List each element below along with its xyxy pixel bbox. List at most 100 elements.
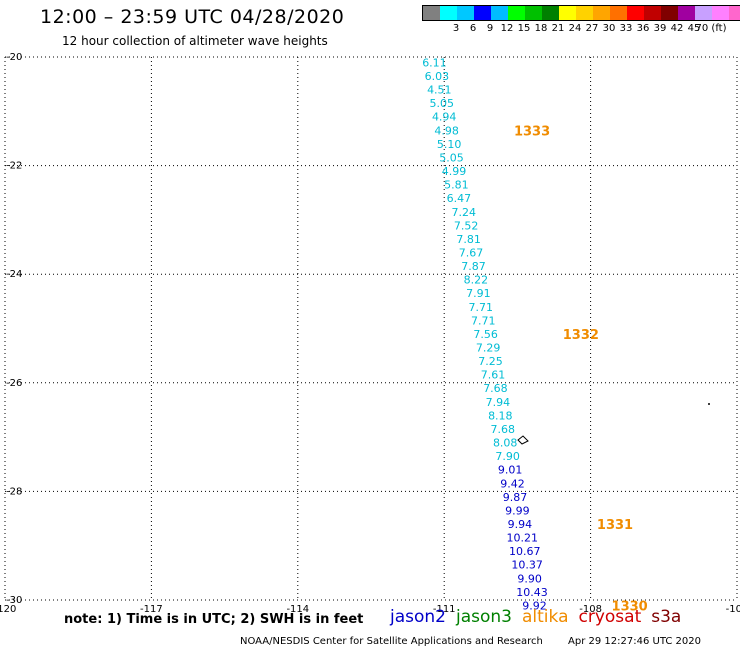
legend-swatch bbox=[576, 6, 593, 20]
legend-swatch bbox=[678, 6, 695, 20]
wave-height-value: 5.10 bbox=[437, 138, 462, 151]
y-tick-label: -26 bbox=[6, 378, 22, 389]
wave-height-value: 7.61 bbox=[481, 369, 506, 382]
legend-label: 12 bbox=[500, 23, 514, 34]
wave-height-value: 9.90 bbox=[517, 572, 542, 585]
wave-height-value: 9.01 bbox=[498, 464, 523, 477]
legend-label: 30 bbox=[602, 23, 616, 34]
map-extras bbox=[517, 403, 710, 445]
legend-swatch bbox=[661, 6, 678, 20]
y-tick-label: -24 bbox=[6, 269, 22, 280]
pass-number-label: 1331 bbox=[597, 518, 633, 533]
legend-swatch bbox=[627, 6, 644, 20]
wave-height-value: 8.18 bbox=[488, 409, 513, 422]
legend-label: 33 bbox=[619, 23, 633, 34]
legend-swatch bbox=[610, 6, 627, 20]
wave-height-value: 4.98 bbox=[434, 124, 459, 137]
wave-height-value: 7.87 bbox=[461, 260, 486, 273]
wave-height-value: 7.68 bbox=[483, 382, 508, 395]
wave-height-value: 7.25 bbox=[478, 355, 503, 368]
satellite-label-jason3: jason3 bbox=[456, 607, 512, 627]
legend-label: 15 bbox=[517, 23, 531, 34]
legend-swatch bbox=[542, 6, 559, 20]
wave-height-value: 7.56 bbox=[473, 328, 498, 341]
wave-height-value: 9.94 bbox=[508, 518, 533, 531]
wave-height-value: 5.05 bbox=[439, 151, 464, 164]
legend-swatch bbox=[644, 6, 661, 20]
legend-label: 18 bbox=[534, 23, 548, 34]
wave-height-value: 7.91 bbox=[466, 287, 491, 300]
x-tick-label: -111 bbox=[433, 604, 456, 615]
y-tick-label: -28 bbox=[6, 486, 22, 497]
x-tick-label: -120 bbox=[0, 604, 16, 615]
legend-label: 45 bbox=[687, 23, 701, 34]
legend-label: 39 bbox=[653, 23, 667, 34]
wave-height-value: 7.24 bbox=[451, 206, 476, 219]
map-footer: NOAA/NESDIS Center for Satellite Applica… bbox=[240, 636, 701, 647]
legend-swatch bbox=[457, 6, 474, 20]
satellite-label-s3a: s3a bbox=[651, 607, 682, 627]
legend-swatch bbox=[508, 6, 525, 20]
satellite-label-jason2: jason2 bbox=[390, 607, 446, 627]
map-title: 12:00 – 23:59 UTC 04/28/2020 bbox=[40, 6, 345, 28]
x-tick-label: -108 bbox=[579, 604, 602, 615]
legend-swatches bbox=[422, 5, 740, 21]
wave-height-value: 8.08 bbox=[493, 437, 518, 450]
wave-height-value: 9.42 bbox=[500, 477, 525, 490]
pass-labels: 1333 1332 1331 1330 bbox=[514, 124, 648, 614]
x-tick-label: -105 bbox=[726, 604, 740, 615]
wave-height-value: 10.67 bbox=[509, 545, 541, 558]
wave-height-value: 9.87 bbox=[503, 491, 528, 504]
map-ticks: -120 -117 -114 -111 -108 -105 -20 -22 -24 -26 -28 -… bbox=[0, 52, 740, 615]
wave-height-value: 8.22 bbox=[464, 274, 489, 287]
color-scale-legend: 3 6 9 12 15 18 21 24 27 30 33 36 39 42 45 70 (ft) bbox=[422, 5, 740, 35]
legend-labels: 3 6 9 12 15 18 21 24 27 30 33 36 39 42 45 70 (ft) bbox=[422, 21, 740, 35]
wave-height-value: 5.81 bbox=[444, 179, 469, 192]
wave-height-values: 6.116.034.515.054.944.985.105.054.995.81… bbox=[422, 56, 548, 612]
wave-height-value: 10.43 bbox=[516, 586, 548, 599]
wave-height-value: 9.99 bbox=[505, 504, 530, 517]
footer-timestamp: Apr 29 12:27:46 UTC 2020 bbox=[568, 636, 701, 647]
x-tick-label: -117 bbox=[140, 604, 163, 615]
map-note: note: 1) Time is in UTC; 2) SWH is in fe… bbox=[64, 612, 364, 627]
legend-swatch bbox=[474, 6, 491, 20]
wave-height-value: 7.94 bbox=[486, 396, 511, 409]
island-marker bbox=[517, 435, 529, 445]
legend-swatch bbox=[593, 6, 610, 20]
map-grid bbox=[4, 56, 738, 601]
legend-swatch bbox=[423, 6, 440, 20]
wave-height-value: 7.71 bbox=[469, 301, 494, 314]
satellite-label-cryosat: cryosat bbox=[578, 607, 642, 627]
legend-label: 42 bbox=[670, 23, 684, 34]
wave-height-value: 4.51 bbox=[427, 84, 452, 97]
wave-height-value: 7.81 bbox=[456, 233, 481, 246]
legend-label: 9 bbox=[486, 23, 494, 34]
legend-label: 3 bbox=[452, 23, 460, 34]
wave-height-value: 5.05 bbox=[430, 97, 455, 110]
wave-height-value: 6.47 bbox=[447, 192, 472, 205]
island-dot bbox=[708, 403, 710, 405]
legend-swatch bbox=[695, 6, 712, 20]
legend-swatch bbox=[729, 6, 740, 20]
wave-height-value: 7.68 bbox=[491, 423, 516, 436]
legend-label: 24 bbox=[568, 23, 582, 34]
wave-height-value: 9.92 bbox=[522, 599, 547, 612]
legend-label: 6 bbox=[469, 23, 477, 34]
satellite-label-altika: altika bbox=[522, 607, 569, 627]
legend-label: 21 bbox=[551, 23, 565, 34]
wave-height-value: 7.29 bbox=[476, 342, 501, 355]
wave-height-value: 4.94 bbox=[432, 111, 457, 124]
pass-number-label: 1330 bbox=[612, 599, 648, 614]
y-tick-label: -20 bbox=[6, 52, 22, 63]
legend-label: 70 (ft) bbox=[695, 23, 727, 34]
map-subtitle: 12 hour collection of altimeter wave hei… bbox=[62, 34, 328, 48]
pass-number-label: 1333 bbox=[514, 124, 550, 139]
wave-height-value: 7.90 bbox=[495, 450, 520, 463]
legend-swatch bbox=[525, 6, 542, 20]
wave-height-value: 10.21 bbox=[507, 532, 539, 545]
legend-swatch bbox=[440, 6, 457, 20]
y-tick-label: -30 bbox=[6, 595, 22, 606]
wave-height-value: 6.03 bbox=[425, 70, 450, 83]
x-tick-label: -114 bbox=[286, 604, 309, 615]
